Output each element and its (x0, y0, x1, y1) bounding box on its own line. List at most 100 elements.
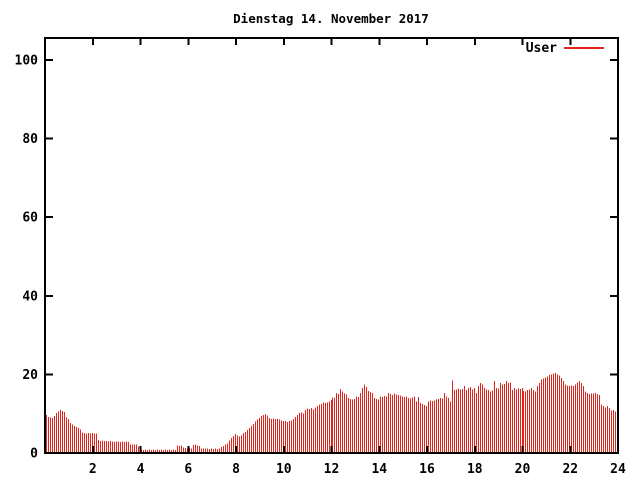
bar (269, 418, 270, 453)
x-tick-label: 12 (324, 462, 340, 477)
bar (581, 383, 582, 453)
bar (92, 433, 93, 453)
bar (523, 390, 524, 453)
bar (86, 433, 87, 453)
bar (207, 448, 208, 453)
bar (514, 388, 515, 453)
bar (541, 379, 542, 453)
bar (498, 388, 499, 453)
bar (448, 398, 449, 453)
bar (408, 398, 409, 453)
bar (325, 403, 326, 453)
bar (573, 386, 574, 453)
bar (100, 440, 101, 453)
bar (231, 438, 232, 453)
bar (565, 384, 566, 453)
bar (313, 409, 314, 453)
bar (585, 391, 586, 453)
bar (58, 411, 59, 453)
bar (329, 401, 330, 453)
bar (157, 449, 158, 453)
bar (299, 412, 300, 453)
bar (428, 401, 429, 453)
bar (253, 423, 254, 453)
bar (241, 435, 242, 453)
bar (68, 419, 69, 453)
bar (72, 424, 73, 453)
bar (283, 420, 284, 453)
bar (559, 375, 560, 453)
bar (110, 441, 111, 453)
user-bars-series (46, 372, 618, 453)
bar (225, 444, 226, 453)
bar (406, 396, 407, 453)
bar (527, 390, 528, 453)
bar (134, 444, 135, 453)
bar (108, 441, 109, 453)
bar (587, 392, 588, 453)
bar (480, 383, 481, 453)
bar (74, 425, 75, 453)
bar (251, 425, 252, 453)
bar (525, 391, 526, 453)
bar (249, 427, 250, 453)
bar (506, 381, 507, 453)
bar (444, 392, 445, 453)
bar (132, 444, 133, 453)
bar (510, 382, 511, 453)
bar (589, 394, 590, 453)
y-axis-labels: 0 20 40 60 80 100 (15, 54, 39, 462)
bar (338, 394, 339, 453)
bar (472, 389, 473, 453)
bar (116, 441, 117, 453)
bar (78, 428, 79, 453)
bar (450, 401, 451, 453)
bar (165, 449, 166, 453)
bar (64, 412, 65, 453)
bar (378, 399, 379, 453)
bar (245, 431, 246, 453)
bar (114, 442, 115, 453)
bar (295, 417, 296, 453)
bar (500, 383, 501, 453)
bar (259, 418, 260, 453)
bar (404, 397, 405, 453)
bar (462, 388, 463, 453)
bar (466, 390, 467, 453)
bar (426, 406, 427, 453)
bar (382, 396, 383, 453)
bar (70, 423, 71, 453)
bar (161, 449, 162, 453)
bar (52, 418, 53, 453)
bar (239, 436, 240, 453)
bar (474, 388, 475, 453)
bar (358, 397, 359, 453)
bar (346, 394, 347, 453)
bar (277, 418, 278, 453)
bar (354, 399, 355, 453)
bar (205, 448, 206, 453)
bar (368, 390, 369, 453)
bar (331, 399, 332, 453)
bar (149, 449, 150, 453)
bar (476, 392, 477, 453)
bar (76, 427, 77, 453)
x-tick-label: 8 (232, 462, 240, 477)
bar (452, 380, 453, 453)
bar (553, 373, 554, 453)
bar (531, 388, 532, 453)
bar (217, 449, 218, 453)
bar (464, 386, 465, 453)
chart-title: Dienstag 14. November 2017 (233, 11, 429, 26)
bar (138, 446, 139, 453)
bar (145, 449, 146, 453)
bar (414, 396, 415, 453)
bar (364, 384, 365, 453)
bar (104, 440, 105, 453)
bar (512, 390, 513, 453)
bar (595, 392, 596, 453)
bar (263, 414, 264, 453)
bar (432, 401, 433, 453)
bar (418, 397, 419, 453)
